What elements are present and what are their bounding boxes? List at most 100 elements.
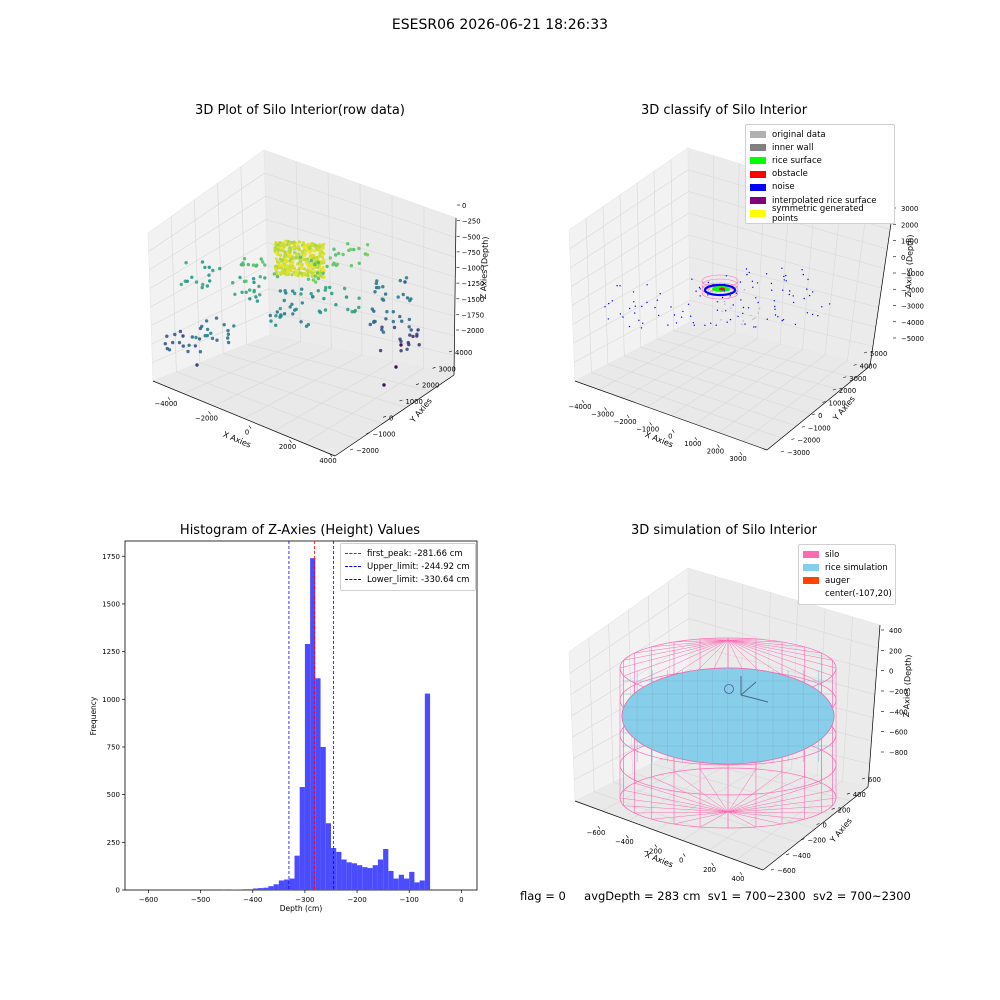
histogram-x-tick-label: −300 [295, 896, 314, 904]
p4-y-tick [831, 808, 835, 810]
p1-data-point [259, 257, 263, 261]
p1-data-point [274, 257, 278, 261]
p1-data-point [318, 251, 322, 255]
p1-data-point [190, 335, 194, 339]
simulation-legend-entry: rice simulation [803, 561, 891, 574]
p4-grid-line [842, 616, 853, 782]
histogram-y-axis-label: Frequency [89, 696, 98, 735]
p1-data-point [200, 285, 204, 290]
histogram-y-tick-label: 1750 [102, 553, 120, 561]
p4-silo-roof-rib [673, 639, 729, 643]
p4-z-tick-label: −800 [889, 749, 908, 757]
p1-data-point [194, 280, 199, 284]
p1-data-point [285, 259, 289, 263]
p4-silo-floor-rib [727, 768, 757, 813]
p2-noise-point [802, 273, 804, 276]
p1-data-point [372, 309, 376, 313]
p1-data-point [318, 310, 323, 315]
p1-data-point [392, 325, 397, 330]
p1-data-point [403, 280, 407, 284]
p2-noise-point [640, 327, 643, 329]
p2-original-point [716, 301, 718, 303]
p1-data-point [304, 249, 308, 253]
p1-data-point [298, 255, 303, 259]
p1-data-point [315, 271, 320, 275]
p1-data-point [357, 261, 361, 265]
p1-data-point [278, 257, 282, 261]
p2-z-tick-label: −1000 [901, 270, 924, 278]
p2-grid-line [742, 360, 848, 442]
p4-y-tick-label: −200 [807, 837, 826, 845]
p1-y-tick [382, 416, 387, 418]
histogram-bar [284, 879, 290, 890]
p1-data-point [323, 288, 327, 292]
p1-data-point [242, 257, 247, 261]
p2-noise-point [656, 299, 659, 301]
p1-data-point [274, 269, 278, 274]
p1-data-point [313, 257, 317, 262]
p1-data-point [284, 273, 289, 277]
p2-z-tick-label: −3000 [901, 303, 924, 311]
p4-y-axis-label: Y Axies [828, 816, 854, 845]
histogram-bar [310, 558, 316, 890]
p1-data-point [301, 241, 305, 245]
p1-x-tick [208, 411, 211, 415]
p1-data-point [409, 328, 413, 332]
p2-noise-point [770, 282, 773, 285]
histogram-bar [273, 884, 279, 890]
p1-data-point [288, 247, 292, 252]
p1-data-point [314, 244, 319, 248]
p2-noise-point [735, 292, 738, 294]
p4-x-tick [739, 871, 743, 876]
p2-noise-point [740, 299, 742, 301]
p1-data-point [342, 286, 347, 291]
p4-silo-floor-rib [699, 768, 729, 813]
classify-legend-entry: interpolated rice surface [750, 194, 890, 207]
p1-data-point [257, 284, 261, 289]
p2-noise-point [742, 306, 745, 309]
p1-data-point [218, 266, 222, 271]
p2-noise-point [751, 280, 754, 282]
p2-noise-point [687, 303, 690, 305]
p1-data-point [232, 324, 236, 328]
p2-noise-point [739, 281, 742, 283]
p1-data-point [208, 279, 212, 283]
histogram-legend-entry: Lower_limit: -330.64 cm [345, 573, 471, 586]
p2-noise-point [658, 314, 660, 317]
p4-silo-roof-rib [727, 638, 756, 641]
p4-z-tick-label: −600 [889, 729, 908, 737]
p4-y-tick [770, 868, 775, 871]
p1-y-tick [432, 367, 436, 369]
p1-data-point [352, 310, 357, 314]
p1-data-point [291, 289, 295, 293]
p1-data-point [310, 248, 314, 253]
histogram-bar [419, 880, 425, 890]
simulation-legend: silo rice simulation auger center(-107,20) [798, 544, 896, 605]
p4-silo-roof-rib [634, 639, 729, 654]
histogram-y-tick-label: 750 [107, 743, 120, 751]
p1-y-tick-label: 0 [389, 414, 393, 422]
p2-noise-point [781, 267, 783, 269]
p1-data-point [313, 249, 317, 253]
p1-data-point [282, 298, 286, 303]
p1-data-point [294, 273, 298, 277]
p2-noise-point [622, 316, 624, 318]
p1-data-point [335, 262, 340, 266]
p2-noise-point [729, 295, 731, 297]
p1-y-tick [448, 350, 453, 353]
p1-data-point [289, 262, 293, 266]
p2-grid-line [574, 299, 690, 363]
p1-x-tick [329, 453, 333, 458]
p2-original-point [741, 323, 743, 325]
p1-data-point [385, 310, 389, 314]
p1-data-point [203, 265, 207, 270]
p2-noise-point [667, 324, 669, 326]
p2-noise-point [729, 318, 732, 321]
histogram-bar [383, 849, 389, 890]
p2-noise-point [695, 290, 697, 292]
sv2-text: sv2 = 700~2300 [812, 889, 911, 903]
p1-data-point [226, 336, 230, 340]
p2-noise-point [689, 315, 692, 317]
p1-z-tick-label: −1750 [461, 311, 484, 319]
